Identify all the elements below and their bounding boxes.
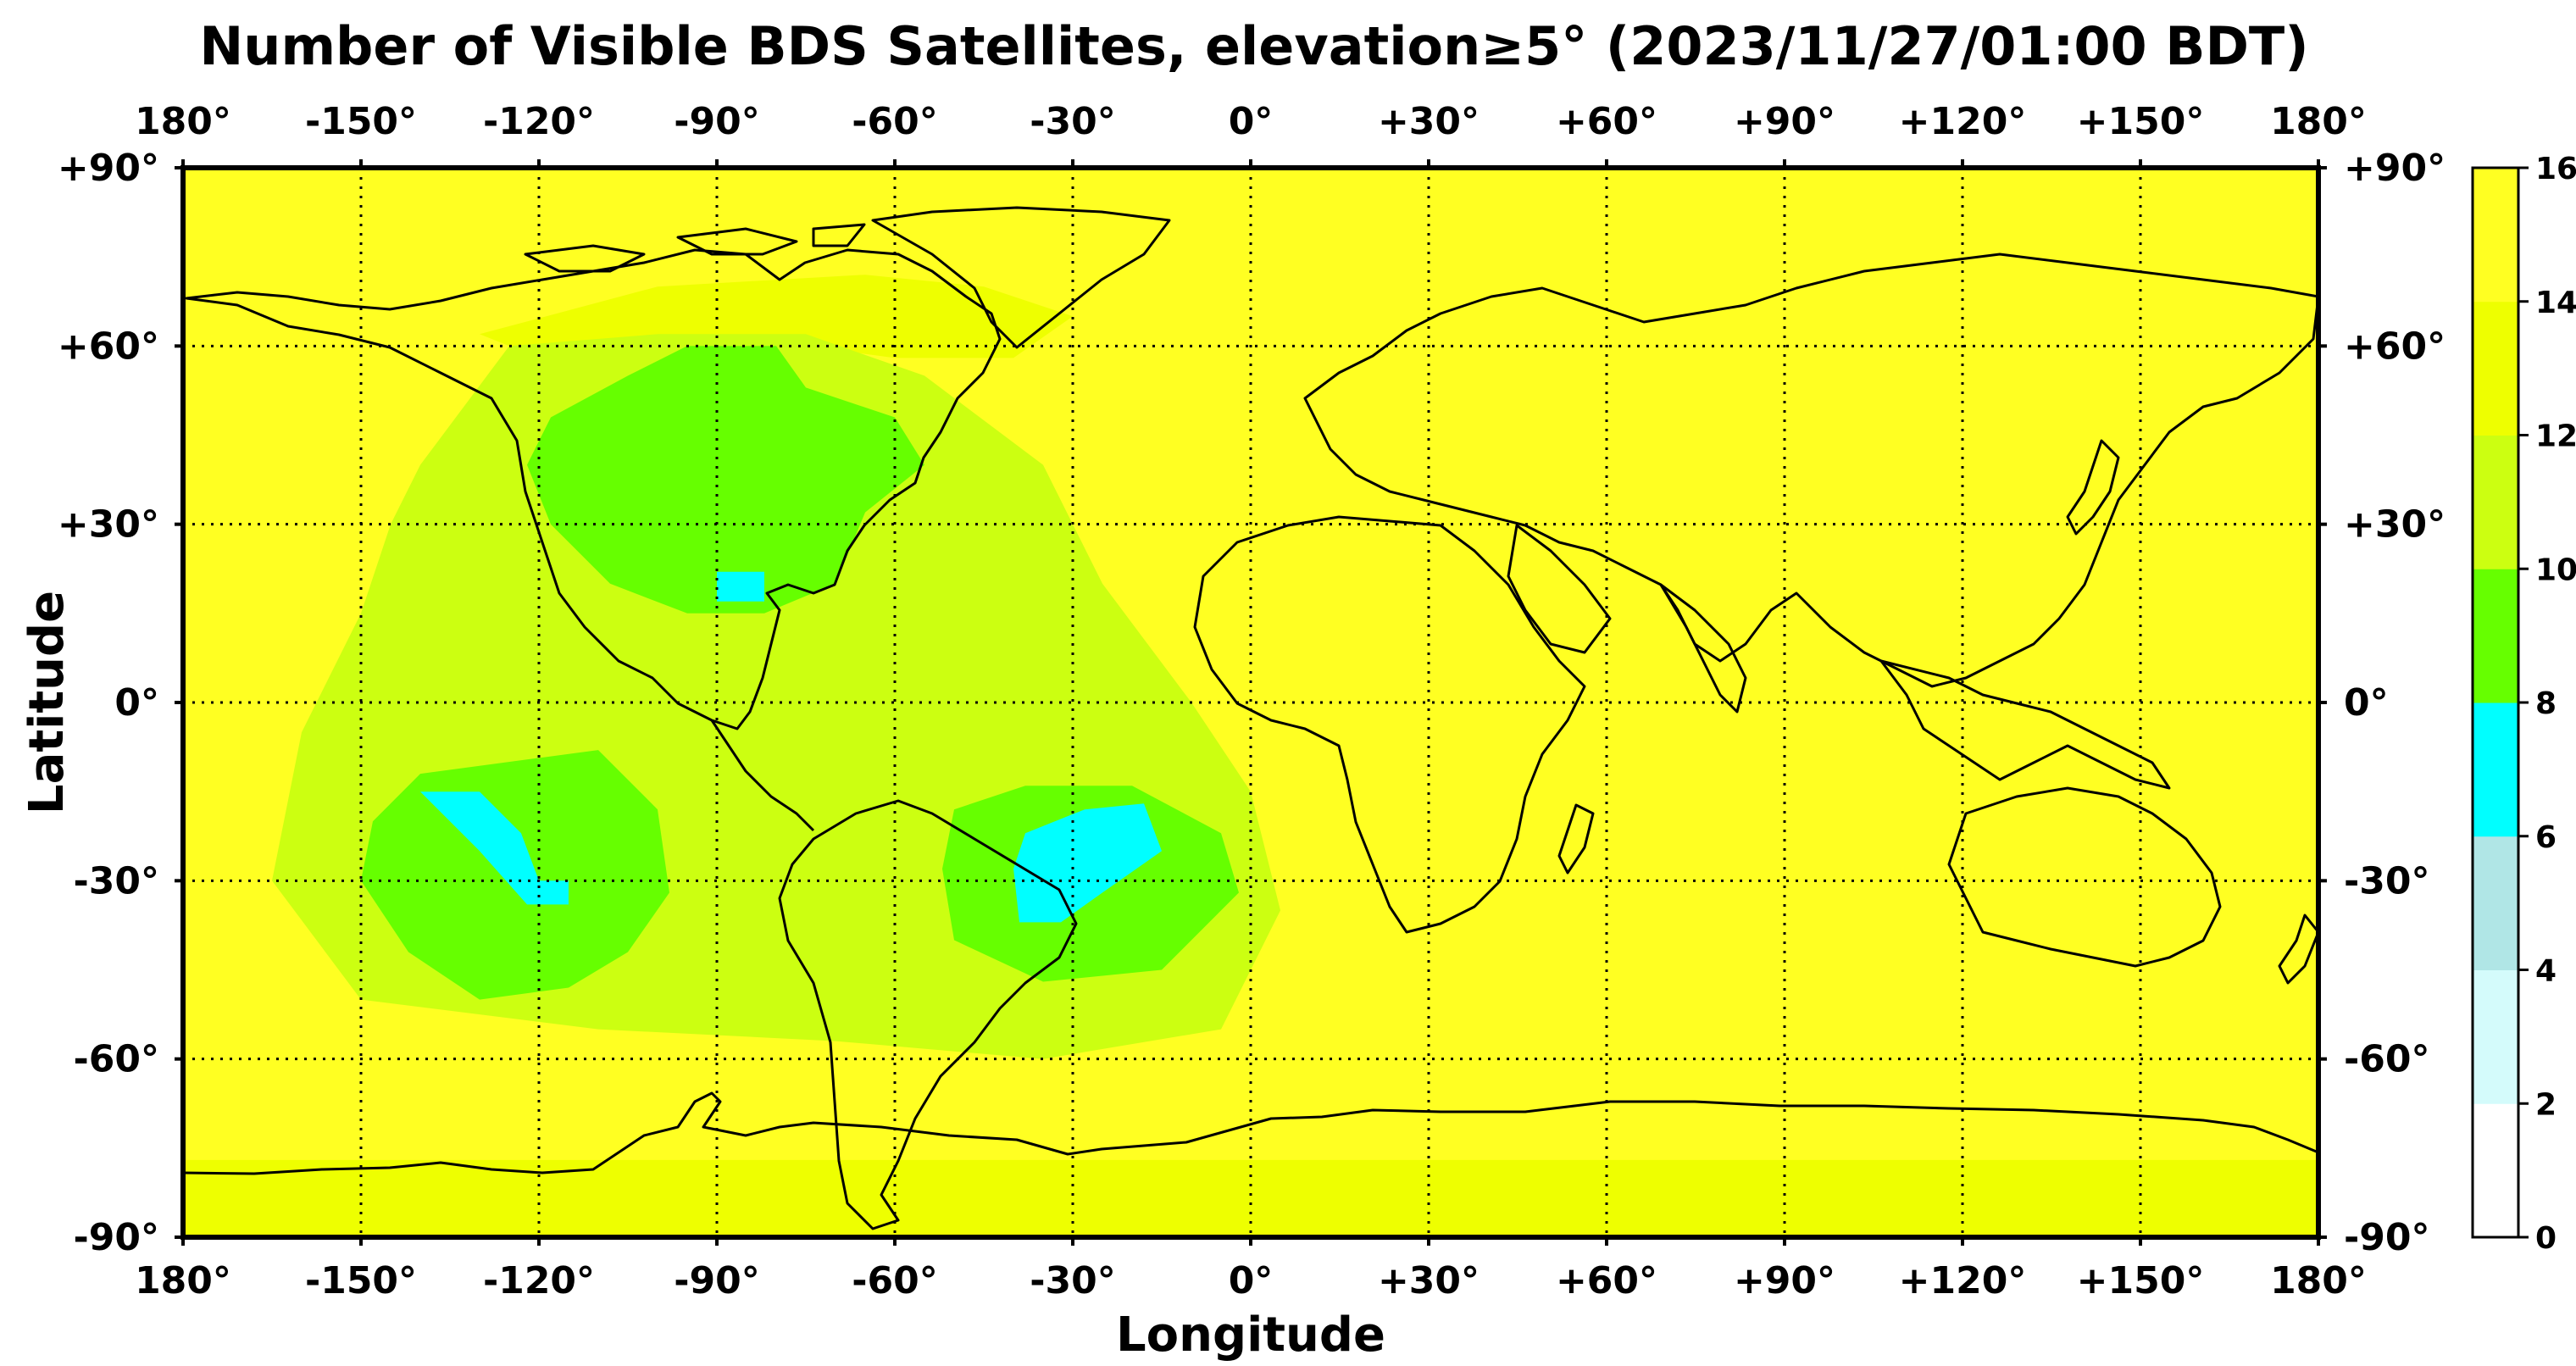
lat-tick-right: +90°	[2344, 147, 2446, 190]
coastline-madagascar	[1557, 803, 1595, 875]
lat-tick-right: +60°	[2344, 325, 2446, 368]
colorbar-swatch	[2473, 969, 2518, 1104]
heatmap-region	[527, 346, 924, 614]
lon-tick-top: +60°	[1556, 100, 1657, 143]
gridlines	[183, 168, 2318, 1237]
lon-tick-bottom: +150°	[2077, 1259, 2205, 1302]
heatmap-layer	[183, 168, 2318, 1237]
colorbar-tick: 12	[2535, 419, 2576, 454]
lon-tick-bottom: -60°	[852, 1259, 938, 1302]
lon-tick-bottom: -120°	[483, 1259, 595, 1302]
coastline-new-zealand	[2278, 913, 2318, 985]
lat-ticks-right: +90° +60° +30° 0° -30° -60° -90°	[2344, 147, 2446, 1259]
lon-tick-top: -60°	[852, 100, 938, 143]
lat-tick-left: 0°	[114, 681, 159, 725]
coastline-southeast-asia	[1879, 659, 2171, 790]
lon-tick-top: +120°	[1899, 100, 2027, 143]
colorbar-tick: 14	[2535, 286, 2576, 320]
lon-tick-top: +150°	[2077, 100, 2205, 143]
tick-marks	[175, 159, 2327, 1246]
lat-tick-left: -90°	[74, 1216, 160, 1259]
lon-tick-bottom: 180°	[135, 1259, 231, 1302]
heatmap-region	[420, 791, 569, 905]
coastline-antarctica	[183, 1091, 2318, 1175]
lon-tick-bottom: +120°	[1899, 1259, 2027, 1302]
coastline-central-america	[710, 719, 815, 832]
colorbar-swatch	[2473, 1103, 2518, 1238]
colorbar-tick: 6	[2535, 820, 2557, 855]
coastline-greenland	[871, 206, 1171, 349]
heatmap-regions	[183, 275, 2318, 1237]
lon-ticks-top: 180° -150° -120° -90° -60° -30° 0° +30° …	[135, 100, 2367, 143]
lon-tick-bottom: +90°	[1734, 1259, 1835, 1302]
y-axis-label: Latitude	[19, 591, 75, 814]
coastline-arctic-islands	[524, 223, 866, 273]
lat-tick-left: +60°	[58, 325, 159, 368]
lat-tick-right: +30°	[2344, 503, 2446, 547]
map-title: Number of Visible BDS Satellites, elevat…	[199, 15, 2309, 77]
colorbar-swatch	[2473, 435, 2518, 569]
colorbar-tick: 2	[2535, 1087, 2557, 1122]
colorbar-labels: 0 2 4 6 8 10 12 14 16	[2535, 152, 2576, 1256]
heatmap-region	[1013, 803, 1162, 923]
lon-tick-bottom: -30°	[1030, 1259, 1116, 1302]
colorbar-tickmarks	[2518, 166, 2529, 1239]
lon-tick-bottom: -150°	[305, 1259, 417, 1302]
lon-tick-bottom: 0°	[1229, 1259, 1274, 1302]
lon-ticks-bottom: 180° -150° -120° -90° -60° -30° 0° +30° …	[135, 1259, 2367, 1302]
lat-ticks-left: +90° +60° +30° 0° -30° -60° -90°	[58, 147, 159, 1259]
lat-tick-right: -60°	[2344, 1038, 2430, 1081]
colorbar-tick: 4	[2535, 954, 2557, 989]
colorbar-swatches	[2473, 168, 2518, 1238]
lon-tick-top: -120°	[483, 100, 595, 143]
lon-tick-bottom: +60°	[1556, 1259, 1657, 1302]
colorbar-tick: 10	[2535, 553, 2576, 587]
lon-tick-top: +90°	[1734, 100, 1835, 143]
coastline-arabia	[1507, 524, 1612, 654]
colorbar-swatch	[2473, 702, 2518, 837]
lon-tick-bottom: 180°	[2270, 1259, 2367, 1302]
colorbar-tick: 8	[2535, 686, 2557, 721]
colorbar-tick: 0	[2535, 1221, 2557, 1256]
lat-tick-right: 0°	[2344, 681, 2389, 725]
lon-tick-top: -150°	[305, 100, 417, 143]
lon-tick-top: -30°	[1030, 100, 1116, 143]
coastline-australia	[1947, 786, 2222, 968]
lat-tick-left: -30°	[74, 859, 160, 902]
lat-tick-left: +30°	[58, 503, 159, 547]
colorbar-swatch	[2473, 301, 2518, 436]
lat-tick-left: -60°	[74, 1038, 160, 1081]
lat-tick-right: -90°	[2344, 1216, 2430, 1259]
lon-tick-bottom: +30°	[1378, 1259, 1480, 1302]
lon-tick-top: 180°	[2270, 100, 2367, 143]
colorbar-swatch	[2473, 836, 2518, 970]
lat-tick-right: -30°	[2344, 859, 2430, 902]
heatmap-region	[183, 1159, 2318, 1237]
lat-tick-left: +90°	[58, 147, 159, 190]
colorbar: 0 2 4 6 8 10 12 14 16	[2471, 152, 2576, 1256]
colorbar-swatch	[2473, 569, 2518, 703]
lon-tick-bottom: -90°	[674, 1259, 760, 1302]
lon-tick-top: +30°	[1378, 100, 1480, 143]
lon-tick-top: 180°	[135, 100, 231, 143]
coastline-south-america	[778, 799, 1078, 1230]
lon-tick-top: 0°	[1229, 100, 1274, 143]
heatmap-region	[717, 571, 764, 602]
coastline-india	[1659, 583, 1747, 714]
coastline-europe-asia	[1303, 253, 2318, 688]
lon-tick-top: -90°	[674, 100, 760, 143]
colorbar-swatch	[2473, 168, 2518, 303]
x-axis-label: Longitude	[1116, 1308, 1385, 1363]
colorbar-tick: 16	[2535, 152, 2576, 186]
